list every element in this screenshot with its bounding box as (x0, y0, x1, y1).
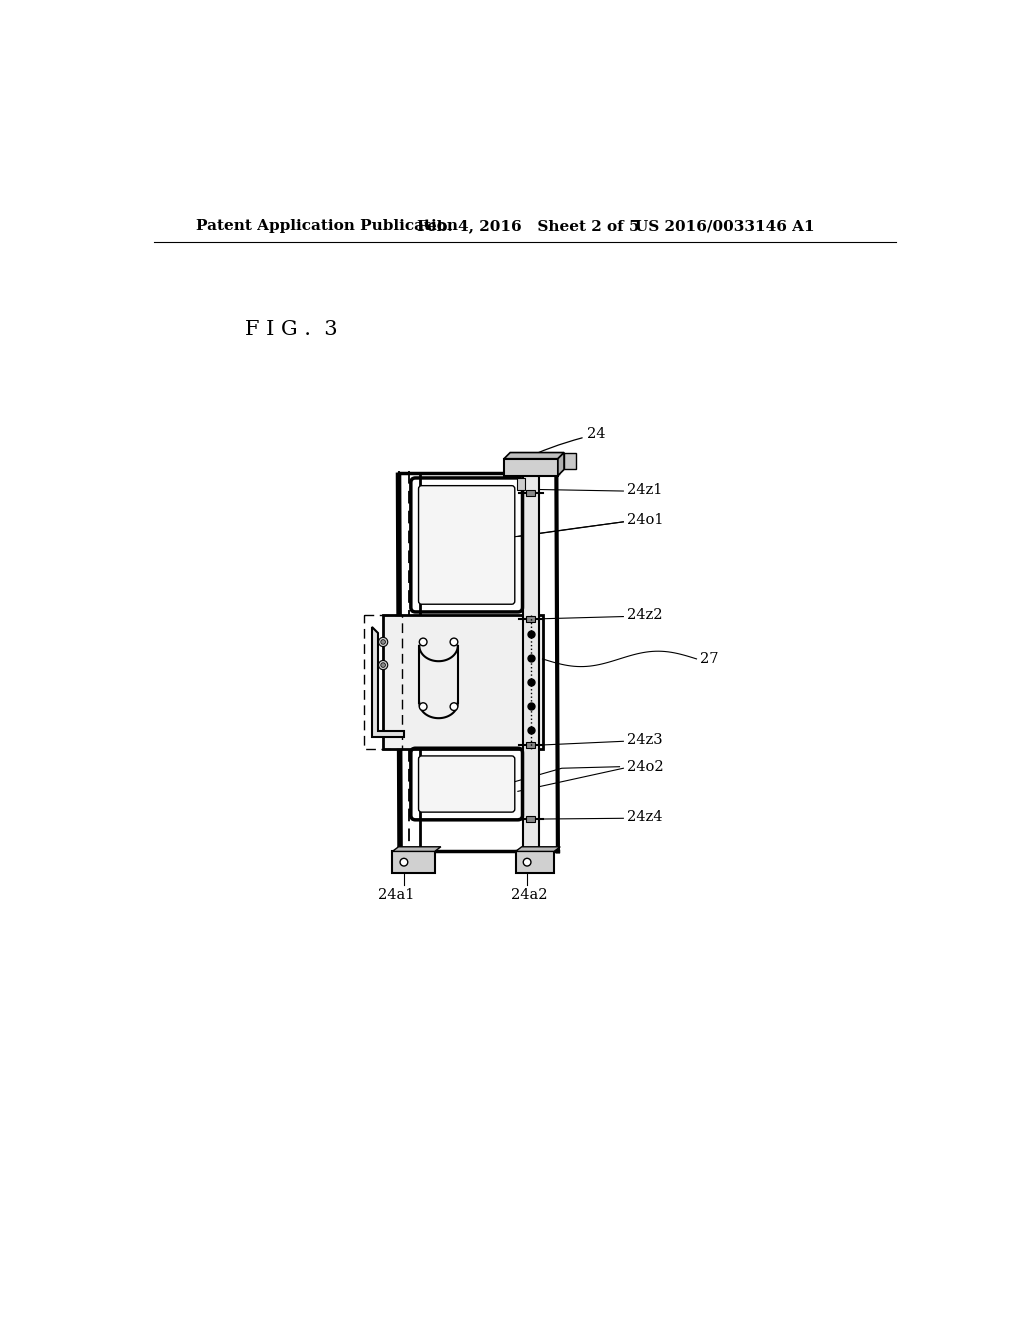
Circle shape (381, 663, 385, 668)
FancyBboxPatch shape (419, 756, 515, 812)
Text: 24a2: 24a2 (511, 887, 548, 902)
Bar (525, 615, 535, 622)
Circle shape (379, 638, 388, 647)
Bar (564, 453, 575, 470)
Text: 24z3: 24z3 (628, 733, 663, 747)
Text: Patent Application Publication: Patent Application Publication (196, 219, 458, 234)
Text: 24z4: 24z4 (628, 809, 663, 824)
Circle shape (381, 640, 385, 644)
Text: 24a1: 24a1 (378, 887, 415, 902)
Circle shape (419, 702, 427, 710)
Text: 24z2: 24z2 (628, 609, 663, 622)
Bar (392, 851, 435, 873)
Text: 24o1: 24o1 (628, 513, 664, 527)
Bar (515, 851, 554, 873)
Circle shape (451, 638, 458, 645)
Polygon shape (392, 847, 441, 851)
Text: 24z1: 24z1 (628, 483, 663, 496)
Bar (525, 490, 535, 496)
Polygon shape (504, 453, 564, 459)
Bar (525, 742, 535, 748)
Circle shape (379, 660, 388, 669)
Bar (517, 478, 525, 490)
Text: US 2016/0033146 A1: US 2016/0033146 A1 (635, 219, 814, 234)
Bar (525, 816, 535, 822)
Circle shape (523, 858, 531, 866)
Polygon shape (372, 627, 403, 738)
Bar (504, 459, 558, 475)
Circle shape (451, 702, 458, 710)
Text: Feb. 4, 2016   Sheet 2 of 5: Feb. 4, 2016 Sheet 2 of 5 (417, 219, 640, 234)
Text: F I G .  3: F I G . 3 (245, 319, 337, 339)
Circle shape (419, 638, 427, 645)
Polygon shape (558, 453, 564, 475)
Text: 24o2: 24o2 (628, 760, 664, 774)
Polygon shape (383, 615, 543, 748)
Text: 24: 24 (587, 428, 605, 441)
Polygon shape (515, 847, 560, 851)
FancyBboxPatch shape (419, 486, 515, 605)
Bar (523, 473, 539, 851)
Text: 27: 27 (700, 652, 719, 665)
Circle shape (400, 858, 408, 866)
